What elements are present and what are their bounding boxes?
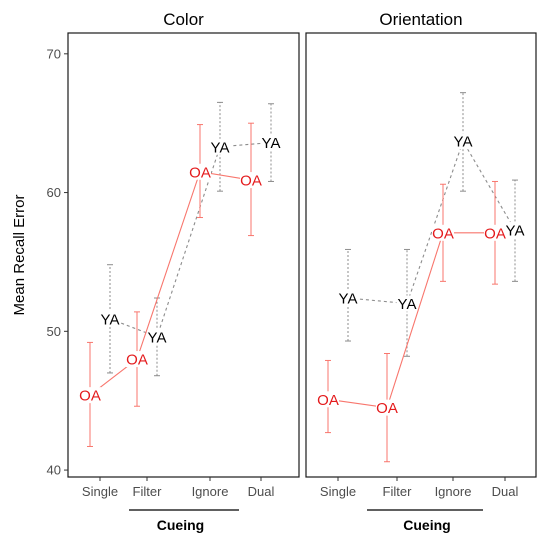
point-label: YA bbox=[339, 291, 358, 308]
point-label: OA bbox=[240, 173, 262, 190]
y-axis-title: Mean Recall Error bbox=[11, 195, 28, 316]
panel-border bbox=[67, 32, 300, 478]
x-tick-label: Dual bbox=[248, 484, 275, 499]
x-tick-label: Filter bbox=[383, 484, 413, 499]
point-label-bg bbox=[376, 399, 398, 416]
point-label: YA bbox=[398, 296, 417, 313]
point-label: OA bbox=[79, 388, 101, 405]
point-label-bg bbox=[432, 224, 454, 241]
y-tick-label: 50 bbox=[47, 324, 61, 339]
point-label-bg bbox=[452, 133, 474, 150]
x-tick-label: Single bbox=[320, 484, 356, 499]
point-label-bg bbox=[317, 391, 339, 408]
point-label-bg bbox=[79, 387, 101, 404]
panel-title: Color bbox=[163, 10, 204, 29]
x-tick-label: Ignore bbox=[192, 484, 229, 499]
series-line bbox=[109, 142, 272, 338]
point-label: YA bbox=[454, 134, 473, 151]
point-label: OA bbox=[317, 392, 339, 409]
point-label: OA bbox=[432, 225, 454, 242]
point-label-bg bbox=[484, 224, 506, 241]
point-label: OA bbox=[376, 400, 398, 417]
point-label-bg bbox=[260, 134, 282, 151]
point-label-bg bbox=[209, 138, 231, 155]
series-line bbox=[327, 232, 495, 409]
x-tick-label: Dual bbox=[492, 484, 519, 499]
point-label-bg bbox=[504, 222, 526, 239]
point-label: YA bbox=[506, 223, 525, 240]
panel-orientation: Orientation Single Filter Ignore Dual Cueing Y… bbox=[305, 10, 537, 533]
point-label-bg bbox=[99, 310, 121, 327]
point-label-bg bbox=[189, 163, 211, 180]
x-tick-label: Single bbox=[82, 484, 118, 499]
series-ya: YA YA YA YA bbox=[99, 101, 282, 377]
point-label-bg bbox=[126, 351, 148, 368]
point-label-bg bbox=[146, 328, 168, 345]
x-tick-label: Filter bbox=[133, 484, 163, 499]
series-line bbox=[347, 139, 516, 305]
point-label: YA bbox=[211, 139, 230, 156]
y-tick-label: 40 bbox=[47, 463, 61, 478]
panel-color: Color 40 50 60 70 Single Filter Ignore Dual Cuein… bbox=[47, 10, 300, 533]
point-label-bg bbox=[396, 295, 418, 312]
point-label: YA bbox=[262, 135, 281, 152]
point-label-bg bbox=[337, 290, 359, 307]
point-label: YA bbox=[148, 329, 167, 346]
y-tick-label: 70 bbox=[47, 46, 61, 61]
x-axis-title: Cueing bbox=[403, 517, 450, 533]
point-label: OA bbox=[189, 164, 211, 181]
series-oa: OA OA OA OA bbox=[317, 180, 506, 463]
x-axis-title: Cueing bbox=[157, 517, 204, 533]
point-label-bg bbox=[240, 172, 262, 189]
series-oa: OA OA OA OA bbox=[79, 122, 262, 447]
x-tick-label: Ignore bbox=[435, 484, 472, 499]
panel-title: Orientation bbox=[379, 10, 462, 29]
panel-border bbox=[305, 32, 537, 478]
point-label: OA bbox=[126, 352, 148, 369]
y-tick-label: 60 bbox=[47, 185, 61, 200]
series-ya: YA YA YA YA bbox=[337, 92, 526, 357]
point-label: OA bbox=[484, 225, 506, 242]
series-line bbox=[89, 171, 252, 396]
point-label: YA bbox=[101, 311, 120, 328]
